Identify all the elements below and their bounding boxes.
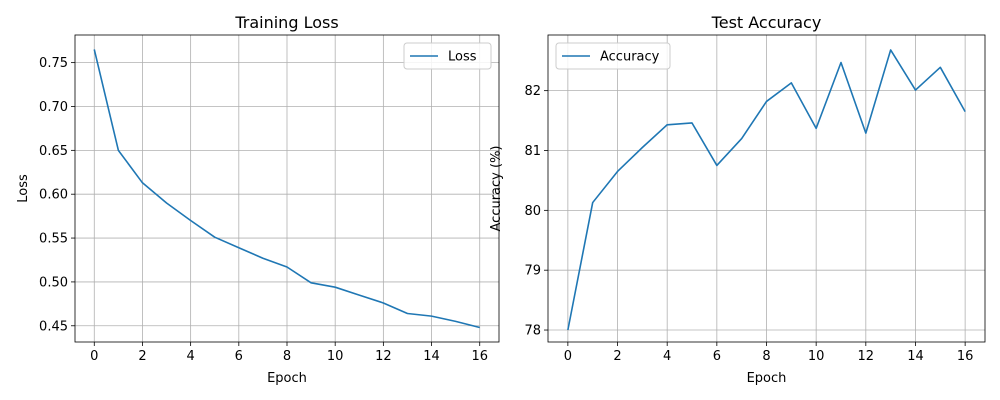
y-tick-label: 0.50 xyxy=(39,275,68,290)
legend-box xyxy=(403,42,492,70)
y-tick-label: 78 xyxy=(524,324,541,339)
x-tick-label: 6 xyxy=(713,349,721,364)
x-tick-label: 2 xyxy=(613,349,621,364)
plot-frame xyxy=(547,34,986,343)
y-tick-label: 80 xyxy=(524,204,541,219)
y-tick-label: 0.55 xyxy=(39,232,68,247)
x-tick-label: 10 xyxy=(327,349,344,364)
y-tick-label: 81 xyxy=(524,144,541,159)
x-tick-label: 0 xyxy=(564,349,572,364)
x-tick-label: 4 xyxy=(186,349,194,364)
plot-frame xyxy=(74,34,500,343)
x-axis-label: Epoch xyxy=(747,371,787,386)
y-tick-label: 0.65 xyxy=(39,144,68,159)
x-tick-label: 2 xyxy=(138,349,146,364)
chart-title: Test Accuracy xyxy=(711,13,822,32)
x-tick-label: 16 xyxy=(471,349,488,364)
x-tick-label: 8 xyxy=(283,349,291,364)
legend-label: Accuracy xyxy=(600,50,660,65)
series-line xyxy=(93,49,480,329)
x-tick-label: 14 xyxy=(423,349,440,364)
x-tick-label: 14 xyxy=(907,349,924,364)
legend: Loss xyxy=(403,42,492,70)
y-tick-label: 0.60 xyxy=(39,188,68,203)
x-tick-label: 6 xyxy=(235,349,243,364)
test-accuracy-chart: 0 2 4 6 8 10 12 14 16 78 79 80 81 82 Test Accuracy Epoc… xyxy=(489,13,986,386)
legend-label: Loss xyxy=(448,50,477,65)
y-tick-label: 0.75 xyxy=(39,56,68,71)
series-line xyxy=(567,49,966,331)
chart-title: Training Loss xyxy=(234,13,338,32)
legend-box xyxy=(555,42,671,70)
x-tick-label: 10 xyxy=(808,349,825,364)
y-axis-label: Accuracy (%) xyxy=(489,146,504,232)
y-tick-label: 82 xyxy=(524,84,541,99)
training-loss-chart: 0 2 4 6 8 10 12 14 16 0.45 0.50 0.55 0.60 0.65 0.70 0.7… xyxy=(16,13,500,386)
x-axis-label: Epoch xyxy=(267,371,307,386)
y-tick-label: 0.70 xyxy=(39,100,68,115)
y-axis-label: Loss xyxy=(16,174,31,203)
legend: Accuracy xyxy=(555,42,671,70)
x-tick-label: 8 xyxy=(762,349,770,364)
x-tick-label: 12 xyxy=(375,349,392,364)
y-tick-label: 0.45 xyxy=(39,319,68,334)
y-tick-label: 79 xyxy=(524,264,541,279)
x-tick-label: 16 xyxy=(957,349,974,364)
x-tick-label: 4 xyxy=(663,349,671,364)
x-tick-label: 12 xyxy=(858,349,875,364)
x-tick-label: 0 xyxy=(90,349,98,364)
